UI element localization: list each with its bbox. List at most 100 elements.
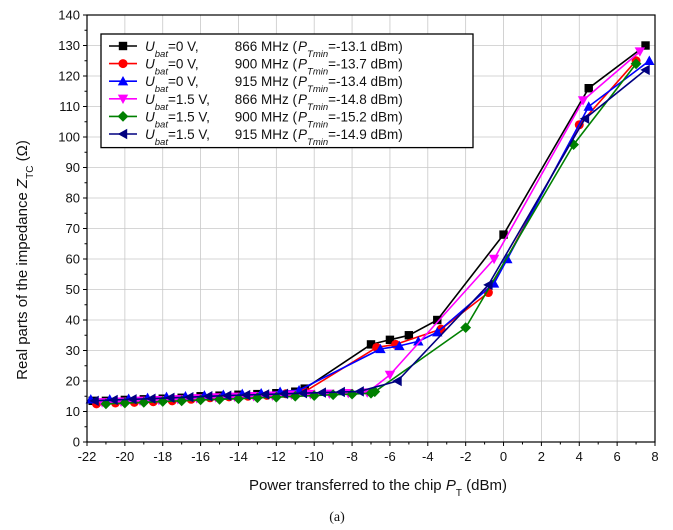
y-tick-label: 30 xyxy=(66,343,80,358)
legend-condition: Ubat=0 V, xyxy=(145,74,199,95)
data-point xyxy=(432,327,443,337)
data-point xyxy=(233,393,244,405)
legend-pval: =-15.2 dBm) xyxy=(328,109,403,124)
data-point xyxy=(289,390,301,402)
legend-var: U xyxy=(145,109,155,124)
legend-pmin: PTmin=-14.9 dBm) xyxy=(298,127,403,148)
legend-psub: Tmin xyxy=(307,137,328,148)
data-point xyxy=(89,395,99,407)
data-point xyxy=(157,396,169,407)
data-point xyxy=(483,279,493,291)
legend-pval: =-13.1 dBm) xyxy=(328,39,403,54)
x-tick-label: -4 xyxy=(422,449,434,464)
data-point xyxy=(634,47,646,57)
legend-sub: bat xyxy=(155,49,169,60)
y-axis-title-main: Real parts of the impedance xyxy=(14,188,31,380)
x-tick-label: 8 xyxy=(651,449,658,464)
y-tick-label: 60 xyxy=(66,252,80,267)
y-tick-label: 70 xyxy=(66,221,80,236)
x-tick-label: 6 xyxy=(614,449,621,464)
legend-entry: Ubat=0 V, 900 MHz (PTmin=-13.7 dBm) xyxy=(109,57,403,78)
legend-swatch-marker xyxy=(117,128,128,140)
y-axis-title-unit: (Ω) xyxy=(14,140,31,165)
legend-pmin: PTmin=-13.1 dBm) xyxy=(298,39,403,60)
y-axis-title-var: Z xyxy=(14,178,31,189)
legend-sub: bat xyxy=(155,84,169,95)
legend-swatch-marker xyxy=(117,111,129,122)
x-tick-label: -14 xyxy=(229,449,248,464)
legend-box xyxy=(100,33,474,149)
legend-cond: =1.5 V, xyxy=(168,127,210,142)
axis-ticks: -22 -20 -18 -16 -14 -12 -10 -8 -6 -4 -2 0 2 4 6 8010203… xyxy=(58,8,658,465)
y-tick-label: 0 xyxy=(73,435,80,450)
legend-sub: bat xyxy=(155,101,169,112)
data-point xyxy=(577,96,589,106)
data-point xyxy=(460,322,472,334)
y-tick-label: 80 xyxy=(66,191,80,206)
legend-cond: =0 V, xyxy=(168,74,199,89)
data-point xyxy=(108,394,118,406)
legend-entry: Ubat=0 V, 866 MHz (PTmin=-13.1 dBm) xyxy=(109,39,403,60)
data-point xyxy=(335,386,345,398)
legend-cond: =1.5 V, xyxy=(168,92,210,107)
legend-psub: Tmin xyxy=(307,84,328,95)
legend-cond: =0 V, xyxy=(168,57,199,72)
legend-condition: Ubat=1.5 V, xyxy=(145,127,210,148)
legend-condition: Ubat=1.5 V, xyxy=(145,109,210,129)
legend-sub: bat xyxy=(155,137,169,148)
legend-pval: =-13.7 dBm) xyxy=(328,57,403,72)
legend-frequency: 915 MHz ( xyxy=(235,74,298,89)
y-tick-label: 100 xyxy=(58,130,80,145)
x-tick-label: -8 xyxy=(346,449,358,464)
data-point xyxy=(404,331,414,340)
y-tick-label: 20 xyxy=(66,374,80,389)
legend-psub: Tmin xyxy=(307,119,328,130)
legend-sub: bat xyxy=(155,119,169,130)
data-point xyxy=(394,340,405,351)
legend-sub: bat xyxy=(155,66,169,77)
data-point xyxy=(584,84,593,93)
x-tick-label: -20 xyxy=(115,449,134,464)
legend-cond: =1.5 V, xyxy=(168,109,210,124)
legend-condition: Ubat=1.5 V, xyxy=(145,92,210,113)
legend-pmin: PTmin=-14.8 dBm) xyxy=(298,92,403,113)
x-tick-label: -16 xyxy=(191,449,210,464)
legend-condition: Ubat=0 V, xyxy=(145,57,199,78)
legend-swatch-marker xyxy=(118,41,128,51)
data-point xyxy=(366,340,376,349)
data-point xyxy=(385,335,395,345)
legend-swatch-marker xyxy=(118,59,128,69)
x-axis-title-sub: T xyxy=(456,488,462,499)
data-point xyxy=(433,315,442,325)
data-point xyxy=(202,391,213,402)
legend-entry: Ubat=1.5 V, 915 MHz (PTmin=-14.9 dBm) xyxy=(109,127,403,148)
legend-pval: =-14.9 dBm) xyxy=(328,127,403,142)
figure-caption: (a) xyxy=(329,510,345,525)
data-point xyxy=(384,370,396,381)
x-tick-label: -10 xyxy=(305,449,324,464)
series-layer xyxy=(85,41,655,410)
x-tick-label: 4 xyxy=(576,449,583,464)
legend-var: U xyxy=(145,127,155,142)
data-point xyxy=(259,389,270,400)
data-point xyxy=(644,55,655,65)
legend-var: U xyxy=(145,92,155,107)
legend: Ubat=0 V, 866 MHz (PTmin=-13.1 dBm)Ubat=0… xyxy=(100,33,474,149)
data-point xyxy=(369,386,381,398)
data-point xyxy=(630,58,642,70)
legend-pvar: P xyxy=(298,92,307,107)
x-tick-label: -18 xyxy=(153,449,172,464)
legend-condition: Ubat=0 V, xyxy=(145,39,199,60)
y-tick-label: 50 xyxy=(66,282,80,297)
data-point xyxy=(100,398,112,410)
data-point xyxy=(278,388,289,400)
x-axis-title: Power transferred to the chip PT (dBm) xyxy=(249,477,507,499)
legend-entry: Ubat=1.5 V, 900 MHz (PTmin=-15.2 dBm) xyxy=(109,109,403,130)
data-point xyxy=(165,392,175,403)
legend-entry: Ubat=1.5 V, 866 MHz (PTmin=-14.8 dBm) xyxy=(109,92,403,113)
legend-pval: =-13.4 dBm) xyxy=(328,74,403,89)
x-tick-label: -6 xyxy=(384,449,396,464)
legend-frequency: 866 MHz ( xyxy=(235,39,298,54)
y-axis-title-sub: TC xyxy=(25,166,36,179)
